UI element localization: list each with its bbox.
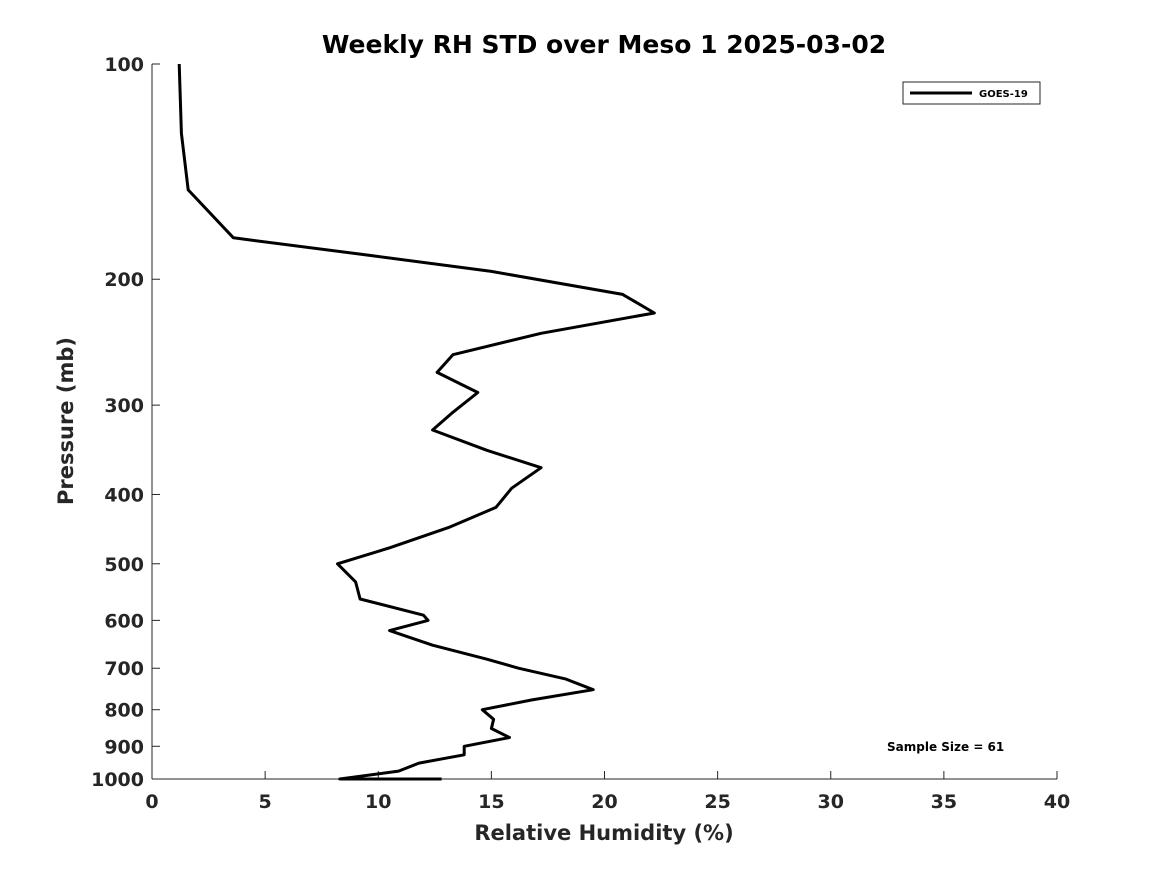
y-tick-label: 300 bbox=[104, 395, 144, 417]
x-tick-label: 30 bbox=[818, 791, 844, 813]
legend-entry-goes-19: GOES-19 bbox=[979, 89, 1028, 100]
y-tick-label: 800 bbox=[104, 700, 144, 722]
x-tick-label: 0 bbox=[145, 791, 158, 813]
y-tick-label: 1000 bbox=[91, 769, 144, 791]
y-tick-label: 600 bbox=[104, 610, 144, 632]
y-tick-label: 200 bbox=[104, 269, 144, 291]
legend: GOES-19 bbox=[902, 81, 1041, 105]
x-tick-label: 5 bbox=[259, 791, 272, 813]
y-tick-label: 500 bbox=[104, 554, 144, 576]
y-tick-label: 400 bbox=[104, 484, 144, 506]
y-tick-label: 100 bbox=[104, 54, 144, 76]
y-tick-label: 900 bbox=[104, 736, 144, 758]
x-tick-label: 20 bbox=[591, 791, 617, 813]
y-axis-label: Pressure (mb) bbox=[54, 337, 78, 505]
x-tick-label: 10 bbox=[365, 791, 391, 813]
series-layer bbox=[177, 63, 656, 781]
y-ticks: 100 200 300 400 500 600 700 800 900 1000 bbox=[91, 54, 160, 791]
chart-title: Weekly RH STD over Meso 1 2025-03-02 bbox=[322, 30, 886, 59]
x-tick-label: 25 bbox=[704, 791, 730, 813]
x-tick-label: 15 bbox=[478, 791, 504, 813]
x-tick-label: 40 bbox=[1044, 791, 1070, 813]
x-ticks: 0 5 10 15 20 25 30 35 40 bbox=[145, 771, 1070, 813]
x-axis-label: Relative Humidity (%) bbox=[474, 821, 733, 845]
x-tick-label: 35 bbox=[931, 791, 957, 813]
series-line-goes-19 bbox=[177, 63, 656, 781]
sample-size-annotation: Sample Size = 61 bbox=[887, 740, 1004, 754]
plot-area: 0 5 10 15 20 25 30 35 40 100 200 300 400 500 600 700 80… bbox=[91, 54, 1070, 813]
y-tick-label: 700 bbox=[104, 658, 144, 680]
